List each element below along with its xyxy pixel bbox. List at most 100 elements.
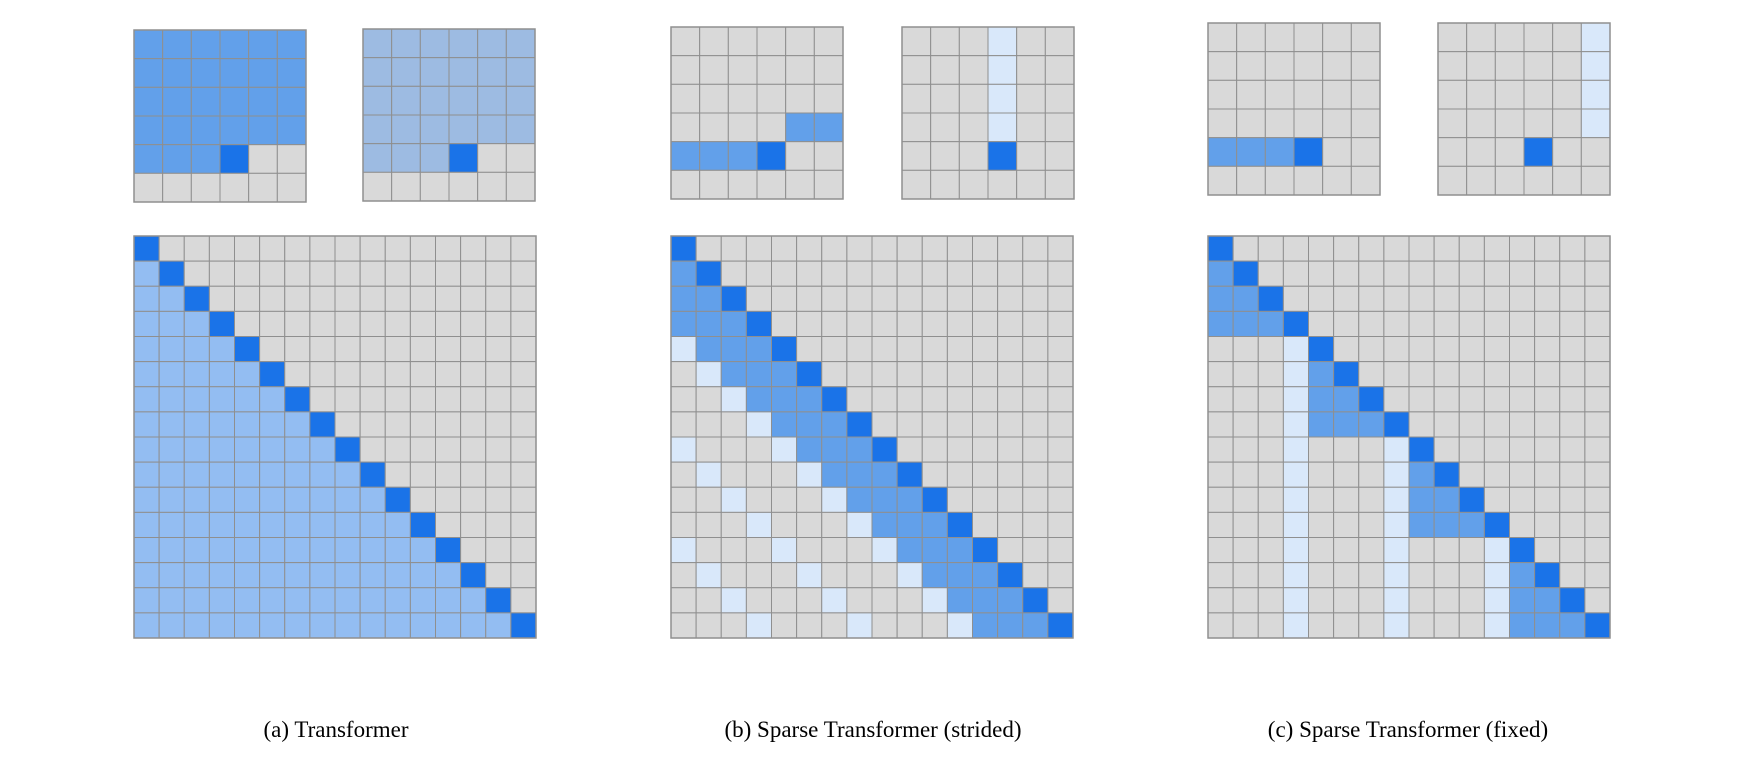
grid-cell <box>1016 26 1046 57</box>
grid-cell <box>409 461 437 488</box>
grid-cell <box>1350 79 1381 110</box>
grid-cell <box>1483 436 1511 463</box>
grid-cell <box>946 461 974 488</box>
grid-cell <box>921 235 948 262</box>
grid-cell <box>1308 511 1335 539</box>
grid-cell <box>1350 165 1381 196</box>
grid-border <box>133 235 537 639</box>
grid-cell <box>785 141 815 171</box>
grid-cell <box>1022 461 1049 488</box>
grid-cell <box>796 285 823 312</box>
panel-c-small-grid-1 <box>1207 22 1381 196</box>
grid-cell <box>1333 486 1360 513</box>
grid-cell <box>1207 562 1234 589</box>
grid-cell <box>133 29 164 60</box>
grid-cell <box>284 260 311 287</box>
grid-cell <box>1333 537 1360 564</box>
grid-cell <box>460 562 487 589</box>
grid-cell <box>248 58 278 88</box>
grid-cell <box>359 411 386 438</box>
grid-cell <box>505 85 536 116</box>
grid-cell <box>1044 169 1075 200</box>
grid-cell <box>1358 386 1385 413</box>
grid-cell <box>1584 411 1611 438</box>
panel-a-small-grid-2 <box>362 28 536 202</box>
grid-cell <box>284 537 311 564</box>
grid-cell <box>309 511 336 539</box>
grid-cell <box>183 436 210 463</box>
grid-cell <box>1458 537 1485 564</box>
grid-cell <box>1047 310 1074 338</box>
grid-cell <box>785 169 815 200</box>
grid-cell <box>409 511 437 539</box>
grid-cell <box>1437 137 1468 167</box>
grid-cell <box>510 411 537 438</box>
grid-cell <box>1257 436 1284 463</box>
grid-cell <box>1350 108 1381 139</box>
grid-cell <box>796 562 823 589</box>
grid-cell <box>162 172 192 203</box>
grid-cell <box>1333 285 1360 312</box>
grid-cell <box>796 612 823 639</box>
grid-cell <box>1350 137 1381 167</box>
grid-cell <box>359 235 386 262</box>
grid-cell <box>1383 587 1410 614</box>
grid-cell <box>259 461 286 488</box>
grid-cell <box>1559 486 1586 513</box>
grid-cell <box>1257 587 1284 614</box>
grid-cell <box>1308 386 1335 413</box>
grid-cell <box>1534 285 1561 312</box>
grid-cell <box>846 612 873 639</box>
grid-cell <box>1534 260 1561 287</box>
grid-cell <box>1016 169 1046 200</box>
grid-cell <box>821 260 848 287</box>
grid-cell <box>1458 336 1485 363</box>
grid-cell <box>259 486 286 513</box>
grid-cell <box>234 436 261 463</box>
grid-cell <box>695 411 722 438</box>
grid-cell <box>871 386 898 413</box>
grid-cell <box>1580 137 1611 167</box>
grid-cell <box>460 486 487 513</box>
grid-cell <box>720 537 747 564</box>
grid-cell <box>1408 562 1435 589</box>
grid-cell <box>1236 165 1266 196</box>
grid-cell <box>1022 386 1049 413</box>
grid-cell <box>821 336 848 363</box>
grid-cell <box>1264 51 1295 81</box>
grid-cell <box>896 587 923 614</box>
grid-cell <box>477 28 507 59</box>
grid-cell <box>1047 361 1074 388</box>
grid-cell <box>821 436 848 463</box>
grid-cell <box>871 260 898 287</box>
grid-cell <box>133 86 164 117</box>
grid-cell <box>409 285 437 312</box>
grid-cell <box>485 486 512 513</box>
grid-cell <box>1322 22 1352 53</box>
grid-cell <box>1358 310 1385 338</box>
grid-cell <box>997 511 1024 539</box>
grid-cell <box>460 235 487 262</box>
grid-cell <box>362 57 393 87</box>
grid-cell <box>921 310 948 338</box>
grid-cell <box>670 411 697 438</box>
grid-cell <box>1383 310 1410 338</box>
grid-cell <box>1483 361 1511 388</box>
grid-cell <box>158 310 185 338</box>
grid-cell <box>1559 336 1586 363</box>
grid-cell <box>896 411 923 438</box>
grid-cell <box>309 336 336 363</box>
grid-cell <box>1458 587 1485 614</box>
grid-cell <box>987 26 1018 57</box>
grid-cell <box>234 562 261 589</box>
grid-cell <box>821 587 848 614</box>
grid-cell <box>896 461 923 488</box>
grid-cell <box>234 310 261 338</box>
grid-cell <box>1044 83 1075 114</box>
grid-cell <box>460 285 487 312</box>
grid-cell <box>359 562 386 589</box>
grid-cell <box>695 235 722 262</box>
grid-cell <box>1047 235 1074 262</box>
grid-cell <box>1322 51 1352 81</box>
grid-cell <box>1282 537 1310 564</box>
